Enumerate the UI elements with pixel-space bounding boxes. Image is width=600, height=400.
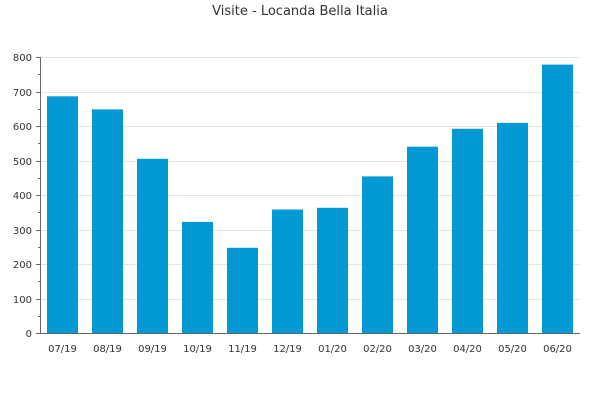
bar-02-20[interactable] (362, 176, 393, 333)
y-tick-label: 0 (26, 329, 32, 340)
y-tick-label: 200 (13, 260, 32, 271)
x-tick-label: 08/19 (93, 344, 122, 355)
chart-title: Visite - Locanda Bella Italia (212, 4, 388, 19)
x-tick-label: 03/20 (408, 344, 437, 355)
y-tick-label: 100 (13, 295, 32, 306)
bar-03-20[interactable] (407, 146, 438, 333)
bar-06-20[interactable] (542, 64, 573, 333)
bar-08-19[interactable] (92, 109, 123, 334)
y-tick-label: 400 (13, 191, 32, 202)
x-tick-label: 04/20 (453, 344, 482, 355)
x-tick-label: 06/20 (543, 344, 572, 355)
bar-09-19[interactable] (137, 158, 168, 333)
bar-01-20[interactable] (317, 207, 348, 333)
y-tick-label: 500 (13, 157, 32, 168)
x-tick-label: 02/20 (363, 344, 392, 355)
x-tick-labels: 07/19 08/19 09/19 10/19 11/19 12/19 01/20 02/20… (48, 344, 572, 355)
axes (36, 57, 580, 334)
y-tick-label: 300 (13, 226, 32, 237)
bar-07-19[interactable] (47, 96, 78, 333)
bar-11-19[interactable] (227, 247, 258, 333)
bar-05-20[interactable] (497, 122, 528, 334)
y-tick-label: 600 (13, 122, 32, 133)
y-tick-label: 800 (13, 53, 32, 64)
bar-04-20[interactable] (452, 128, 483, 333)
bar-12-19[interactable] (272, 209, 303, 334)
x-tick-label: 07/19 (48, 344, 77, 355)
x-tick-label: 10/19 (183, 344, 212, 355)
bar-10-19[interactable] (182, 221, 213, 333)
x-tick-label: 09/19 (138, 344, 167, 355)
x-tick-label: 12/19 (273, 344, 302, 355)
grid-lines (40, 57, 580, 300)
y-tick-label: 700 (13, 88, 32, 99)
bars (47, 64, 573, 334)
x-tick-label: 11/19 (228, 344, 257, 355)
x-tick-label: 05/20 (498, 344, 527, 355)
x-tick-label: 01/20 (318, 344, 347, 355)
y-tick-labels: 0 100 200 300 400 500 600 700 800 (13, 53, 32, 340)
